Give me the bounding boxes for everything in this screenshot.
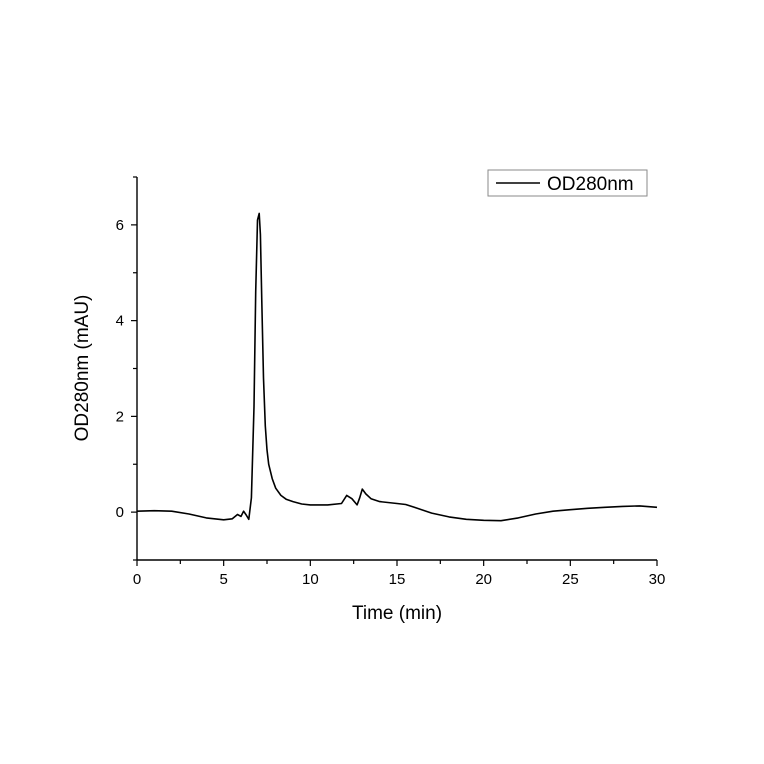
x-tick-label: 15 [389, 571, 406, 588]
y-tick-label: 0 [116, 504, 124, 521]
x-tick-label: 5 [219, 571, 227, 588]
y-tick-label: 6 [116, 217, 124, 234]
y-axis-title: OD280nm (mAU) [72, 295, 93, 442]
y-tick-label: 4 [116, 313, 124, 330]
ticks [131, 176, 658, 566]
x-tick-label: 25 [562, 571, 579, 588]
legend-label: OD280nm [547, 174, 634, 195]
x-axis-title: Time (min) [352, 603, 442, 624]
x-tick-labels: 0 5 10 15 20 25 30 [133, 571, 666, 588]
y-tick-label: 2 [116, 408, 124, 425]
x-tick-label: 20 [475, 571, 492, 588]
x-tick-label: 10 [302, 571, 319, 588]
axes [136, 177, 657, 561]
od280-line [136, 212, 658, 522]
y-tick-labels: 0 2 4 6 [116, 217, 124, 521]
x-tick-label: 30 [649, 571, 666, 588]
x-tick-label: 0 [133, 571, 141, 588]
legend: OD280nm [487, 169, 648, 197]
